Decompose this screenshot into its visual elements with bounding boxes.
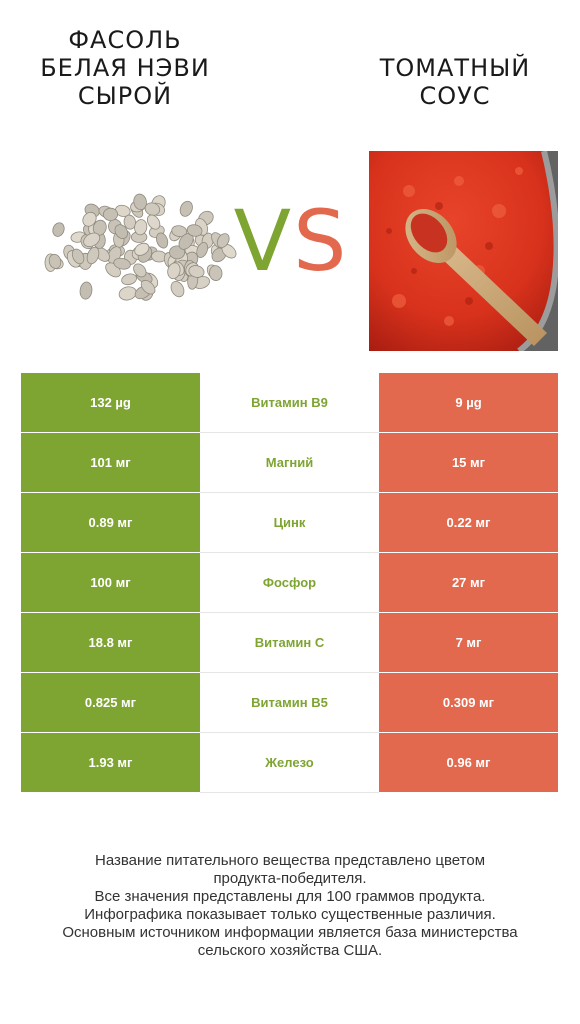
footer-line: Название питательного вещества представл…: [94, 852, 486, 869]
nutrient-name: Фосфор: [200, 552, 379, 613]
footer-line: Инфографика показывает только существенн…: [84, 906, 496, 923]
nutrient-name: Витамин B9: [200, 373, 379, 433]
navy-beans-image: [44, 193, 237, 301]
left-value: 100 мг: [21, 552, 200, 613]
footer-line: Основным источником информации является …: [62, 924, 518, 941]
table-row: 132 µg Витамин B9 9 µg: [21, 373, 558, 433]
right-product-title: ТОМАТНЫЙ СОУС: [379, 54, 531, 110]
vs-letter-s: S: [293, 192, 349, 290]
left-value: 132 µg: [21, 373, 200, 433]
nutrient-name: Витамин B5: [200, 672, 379, 733]
nutrient-name: Витамин C: [200, 612, 379, 673]
right-value: 0.309 мг: [379, 672, 558, 733]
left-product-title: ФАСОЛЬ БЕЛАЯ НЭВИ СЫРОЙ: [40, 26, 210, 110]
nutrient-name: Железо: [200, 732, 379, 793]
left-value: 1.93 мг: [21, 732, 200, 793]
right-value: 27 мг: [379, 552, 558, 613]
left-value: 101 мг: [21, 432, 200, 493]
table-row: 100 мг Фосфор 27 мг: [21, 552, 558, 613]
table-row: 0.89 мг Цинк 0.22 мг: [21, 492, 558, 553]
table-row: 101 мг Магний 15 мг: [21, 432, 558, 493]
right-value: 0.96 мг: [379, 732, 558, 793]
vs-label: VS: [226, 196, 356, 286]
footer-line: Все значения представлены для 100 граммо…: [94, 888, 486, 905]
left-value: 0.825 мг: [21, 672, 200, 733]
nutrient-name: Магний: [200, 432, 379, 493]
comparison-table: 132 µg Витамин B9 9 µg 101 мг Магний 15 мг 0.8…: [21, 373, 558, 793]
right-value: 15 мг: [379, 432, 558, 493]
table-row: 0.825 мг Витамин B5 0.309 мг: [21, 672, 558, 733]
table-row: 1.93 мг Железо 0.96 мг: [21, 732, 558, 793]
footer-note: Название питательного вещества представл…: [20, 852, 560, 960]
right-value: 0.22 мг: [379, 492, 558, 553]
right-value: 9 µg: [379, 373, 558, 433]
nutrient-name: Цинк: [200, 492, 379, 553]
left-value: 0.89 мг: [21, 492, 200, 553]
footer-line: сельского хозяйства США.: [197, 942, 383, 959]
tomato-sauce-image: [369, 151, 558, 351]
footer-line: продукта-победителя.: [213, 870, 367, 887]
left-value: 18.8 мг: [21, 612, 200, 673]
right-value: 7 мг: [379, 612, 558, 673]
vs-letter-v: V: [233, 192, 294, 290]
